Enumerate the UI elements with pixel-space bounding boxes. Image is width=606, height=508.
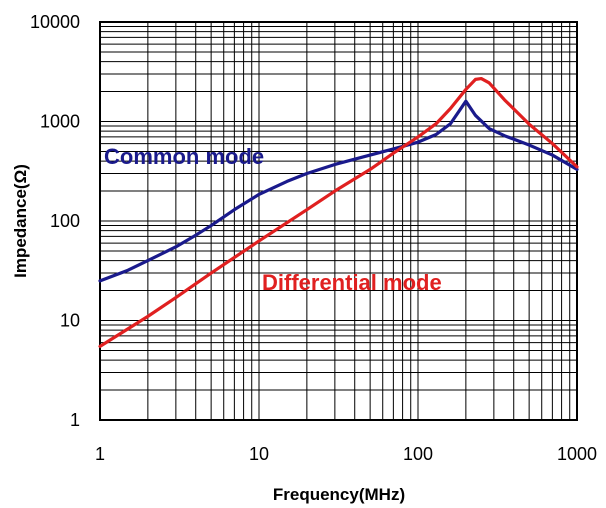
x-tick-labels: 1 10 100 1000 [95,444,597,464]
x-tick-label: 1 [95,444,105,464]
differential-mode-series-line [98,76,579,348]
y-tick-label: 10000 [30,12,80,32]
grid [100,22,577,420]
series-lines [98,76,579,348]
y-tick-label: 100 [50,211,80,231]
x-axis-title: Frequency(MHz) [273,485,405,504]
plot-frame [99,21,578,421]
y-axis-title: Impedance(Ω) [11,164,30,278]
differential-mode-label: Differential mode [262,270,442,295]
common-mode-series-line [98,99,579,283]
x-tick-label: 10 [249,444,269,464]
y-tick-label: 1 [70,410,80,430]
x-tick-label: 100 [403,444,433,464]
x-tick-label: 1000 [557,444,597,464]
y-tick-label: 1000 [40,112,80,132]
common-mode-label: Common mode [104,144,264,169]
y-tick-labels: 1 10 100 1000 10000 [30,12,80,430]
y-tick-label: 10 [60,311,80,331]
